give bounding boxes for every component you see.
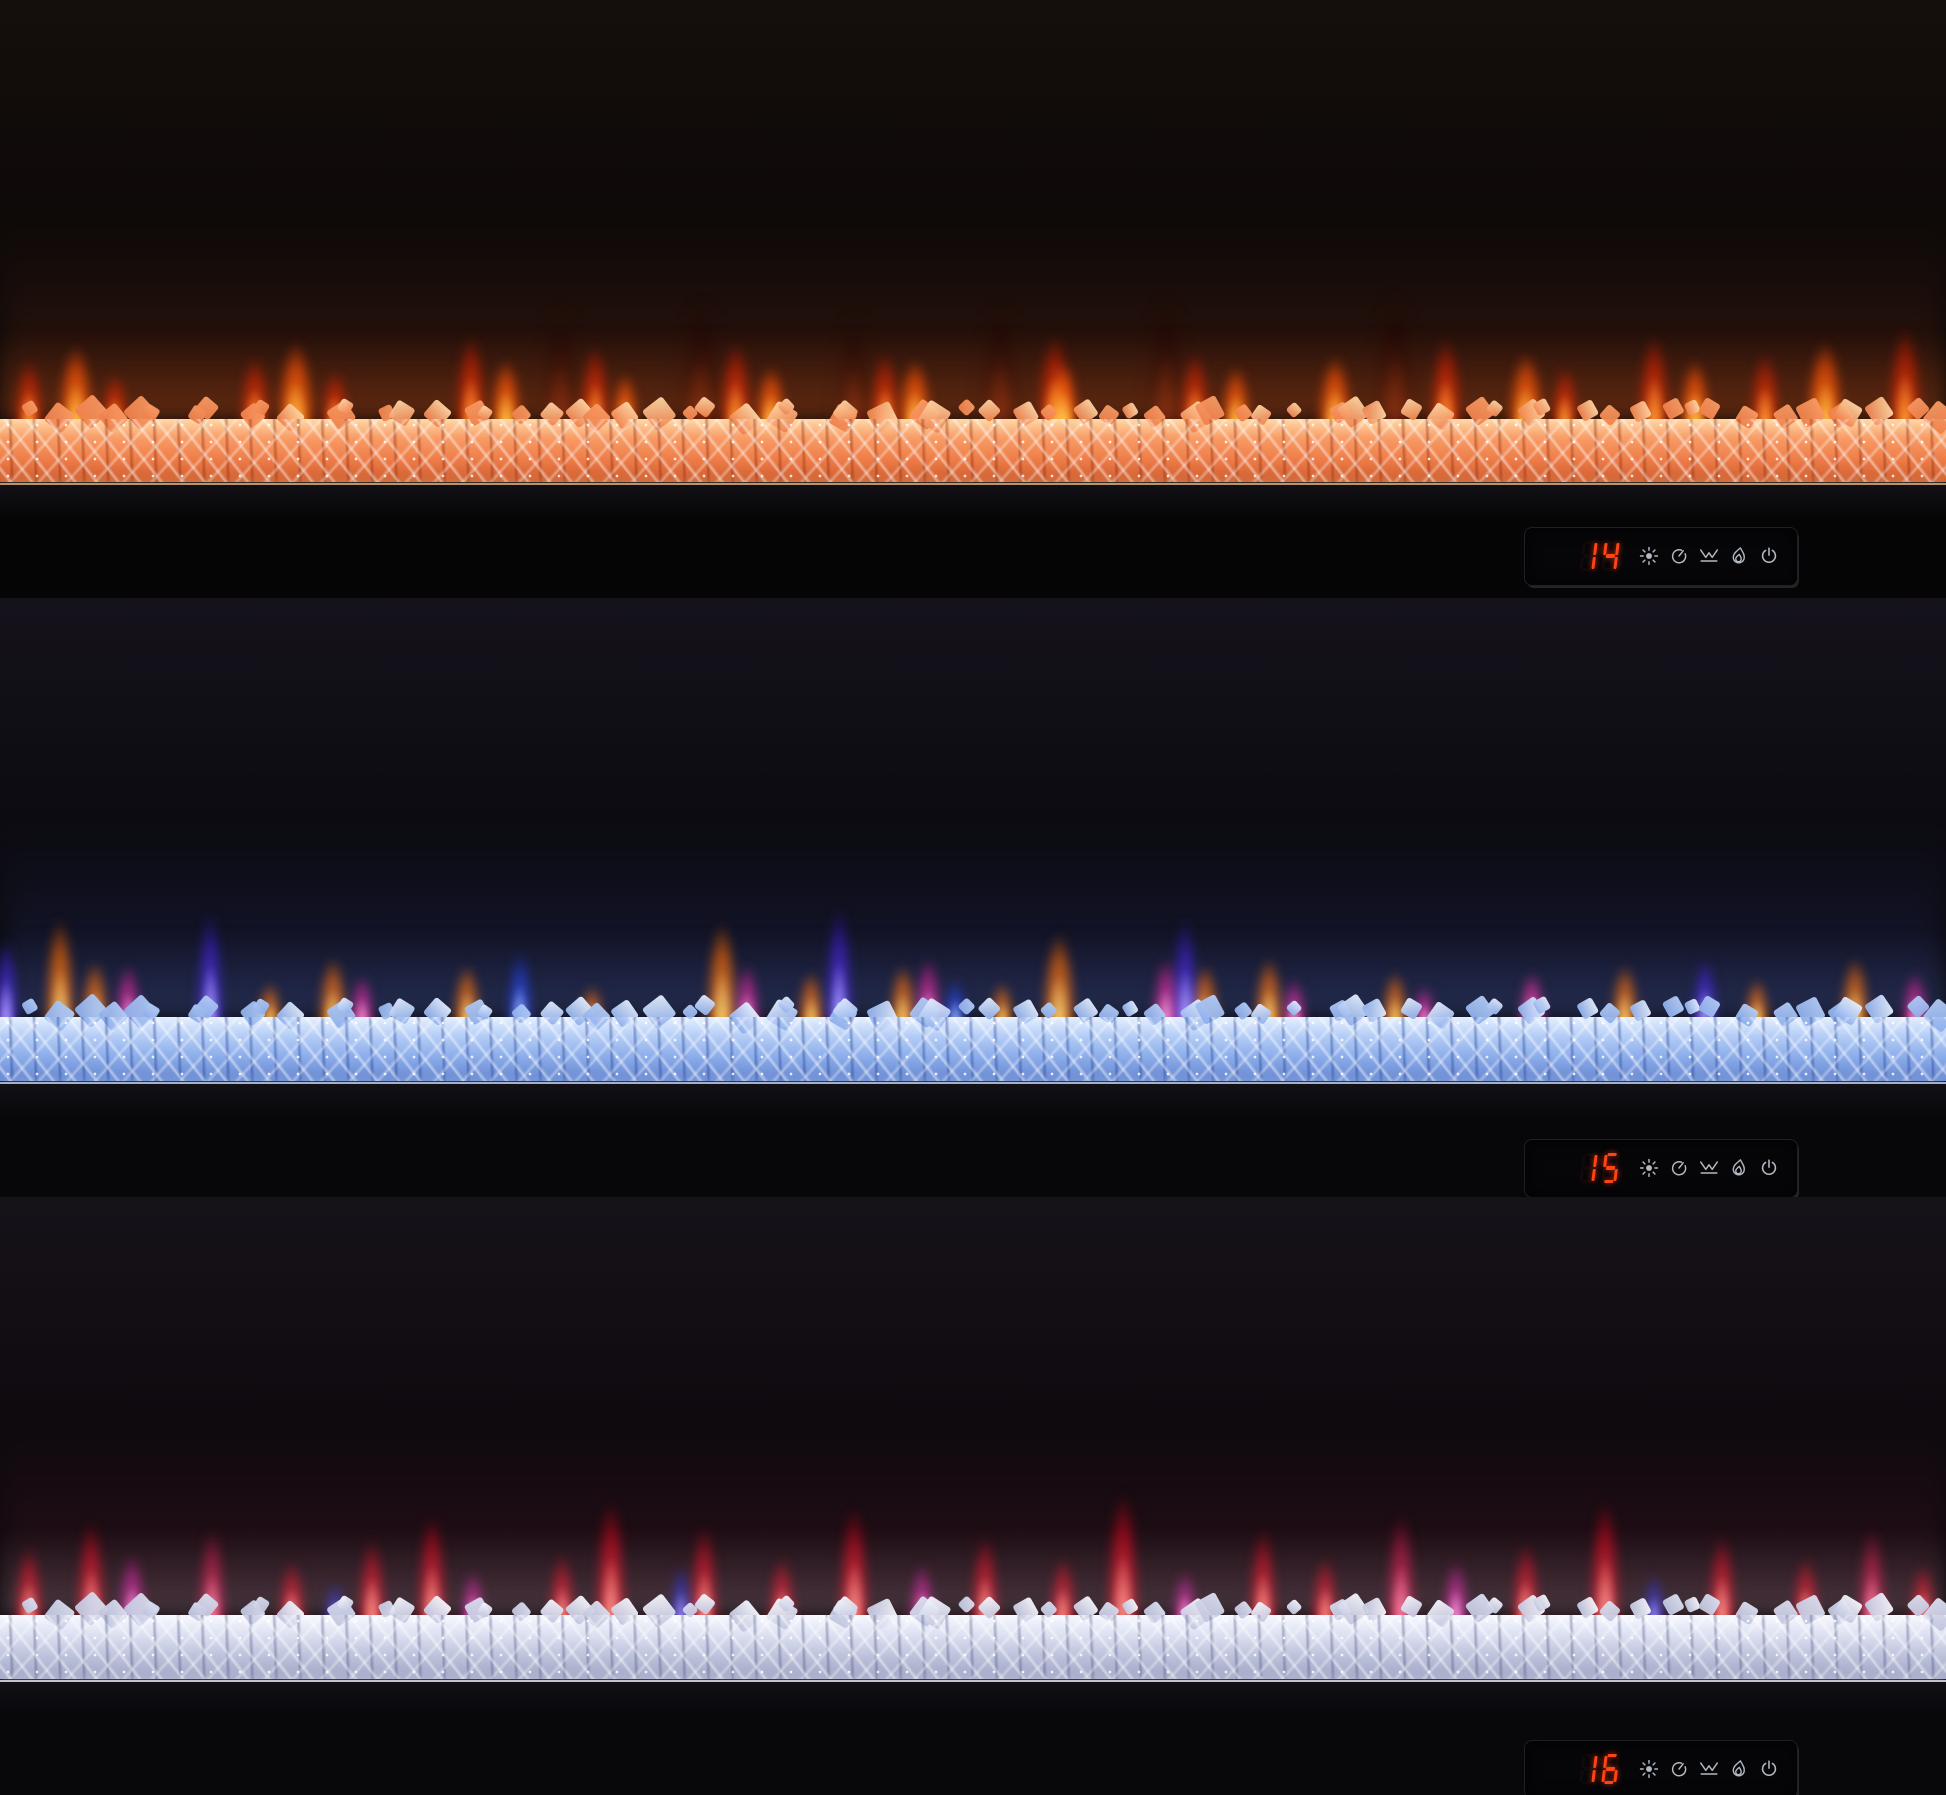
flame-bed-icon[interactable]	[1698, 1758, 1720, 1780]
brightness-icon[interactable]	[1638, 1758, 1660, 1780]
flame	[1365, 236, 1426, 427]
fireplace-panel-white: 16	[0, 1196, 1946, 1795]
crystal-facets	[0, 1017, 1946, 1081]
timer-icon[interactable]	[1668, 1157, 1690, 1179]
touch-controls	[1638, 1758, 1780, 1780]
timer-icon[interactable]	[1668, 1758, 1690, 1780]
flame	[1243, 1487, 1282, 1623]
flame	[833, 1457, 876, 1623]
fireplace-panel-blue: 15	[0, 598, 1946, 1197]
control-panel: 14	[1524, 526, 1799, 586]
brightness-icon[interactable]	[1638, 1157, 1660, 1179]
seven-segment-digit	[1579, 541, 1598, 572]
flame-bed-icon[interactable]	[1698, 545, 1720, 567]
crystal-bed	[0, 1590, 1946, 1679]
led-display: 15	[1579, 1153, 1620, 1184]
heat-icon[interactable]	[1728, 1157, 1750, 1179]
crystal-bed	[0, 394, 1946, 483]
flame	[590, 1447, 633, 1623]
crystal-bed	[0, 992, 1946, 1081]
led-display: 14	[1579, 541, 1620, 572]
touch-controls	[1638, 545, 1780, 567]
seven-segment-digit	[1601, 1754, 1620, 1785]
control-panel: 15	[1524, 1138, 1799, 1197]
flame-layer	[0, 1264, 1946, 1623]
flame-layer	[0, 665, 1946, 1025]
touch-controls	[1638, 1157, 1780, 1179]
heat-icon[interactable]	[1728, 545, 1750, 567]
flame-bed-icon[interactable]	[1698, 1157, 1720, 1179]
seven-segment-digit	[1579, 1754, 1598, 1785]
seven-segment-digit	[1601, 541, 1620, 572]
crystal-facets	[0, 418, 1946, 483]
seven-segment-digit	[1601, 1153, 1620, 1184]
heat-icon[interactable]	[1728, 1758, 1750, 1780]
control-panel: 16	[1524, 1739, 1799, 1795]
seven-segment-digit	[1579, 1153, 1598, 1184]
flame	[1100, 1437, 1145, 1623]
fireplace-panel-amber: 14	[0, 0, 1946, 599]
power-icon[interactable]	[1758, 1758, 1780, 1780]
flame	[0, 904, 23, 1025]
brightness-icon[interactable]	[1638, 545, 1660, 567]
crystal-facets	[0, 1615, 1946, 1679]
timer-icon[interactable]	[1668, 545, 1690, 567]
power-icon[interactable]	[1758, 1157, 1780, 1179]
flame	[819, 859, 858, 1025]
led-display: 16	[1579, 1754, 1620, 1785]
flame	[971, 251, 1030, 427]
power-icon[interactable]	[1758, 545, 1780, 567]
flame-layer	[0, 67, 1946, 427]
